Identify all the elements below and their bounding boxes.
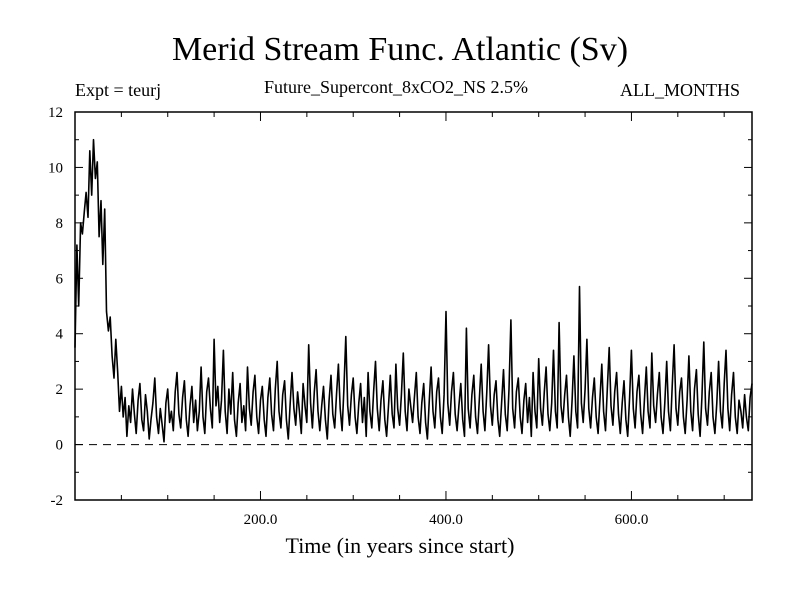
- y-tick-label: 4: [56, 327, 64, 343]
- y-tick-label: 6: [56, 271, 64, 287]
- y-tick-label: 0: [56, 438, 64, 454]
- plot-frame: [74, 111, 753, 501]
- experiment-label: Expt = teurj: [75, 80, 162, 100]
- y-tick-label: 12: [48, 105, 63, 121]
- x-tick-label: 400.0: [429, 512, 463, 528]
- y-tick-label: 2: [56, 382, 64, 398]
- chart-subtitle: Future_Supercont_8xCO2_NS 2.5%: [264, 77, 528, 97]
- y-tick-label: -2: [51, 493, 64, 509]
- data-series-line: [74, 138, 753, 443]
- y-tick-label: 10: [48, 160, 63, 176]
- y-tick-label: 8: [56, 216, 64, 232]
- chart-title: Merid Stream Func. Atlantic (Sv): [171, 31, 629, 68]
- x-tick-label: 200.0: [244, 512, 278, 528]
- x-axis-label: Time (in years since start): [285, 533, 515, 558]
- x-tick-label: 600.0: [615, 512, 649, 528]
- months-label: ALL_MONTHS: [620, 80, 740, 100]
